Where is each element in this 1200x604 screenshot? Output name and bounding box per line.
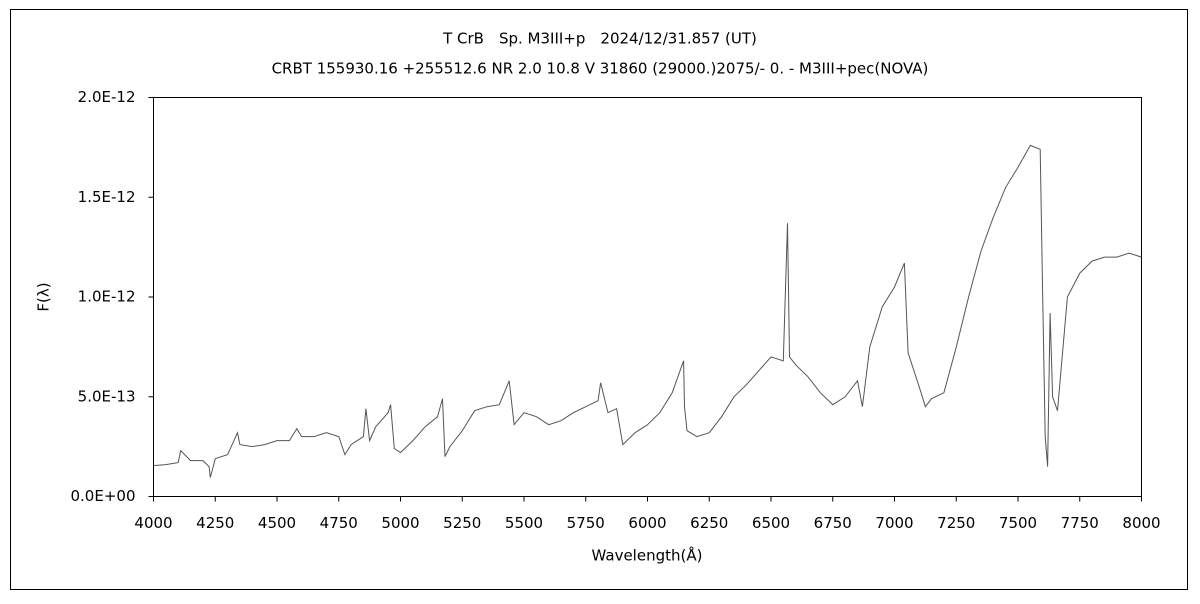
frame	[10, 9, 1188, 590]
x-tick-label: 5000	[381, 514, 419, 532]
x-tick-label: 4750	[320, 514, 358, 532]
y-tick-label: 2.0E-12	[78, 88, 136, 106]
spectrum-line	[153, 144, 1142, 478]
chart-title: T CrB Sp. M3III+p 2024/12/31.857 (UT)	[442, 30, 757, 48]
x-axis-label: Wavelength(Å)	[592, 546, 703, 565]
y-tick-label: 5.0E-13	[78, 387, 136, 405]
x-tick-label: 6750	[814, 514, 852, 532]
x-tick-label: 4000	[134, 514, 172, 532]
x-tick-label: 7500	[999, 514, 1037, 532]
x-tick-label: 6250	[690, 514, 728, 532]
x-tick-label: 4250	[196, 514, 234, 532]
x-tick-label: 5250	[443, 514, 481, 532]
y-tick-label: 1.0E-12	[78, 288, 136, 306]
x-tick-label: 5750	[567, 514, 605, 532]
y-axis-label: F(λ)	[35, 282, 53, 311]
x-tick-label: 5500	[505, 514, 543, 532]
x-tick-label: 6500	[752, 514, 790, 532]
x-tick-label: 7000	[875, 514, 913, 532]
x-tick-label: 7750	[1061, 514, 1099, 532]
chart-subtitle: CRBT 155930.16 +255512.6 NR 2.0 10.8 V 3…	[272, 60, 929, 78]
x-tick-label: 7250	[937, 514, 975, 532]
y-tick-label: 1.5E-12	[78, 188, 136, 206]
x-tick-label: 8000	[1122, 514, 1160, 532]
y-tick-label: 0.0E+00	[71, 487, 136, 505]
x-tick-label: 6000	[628, 514, 666, 532]
x-tick-label: 4500	[258, 514, 296, 532]
